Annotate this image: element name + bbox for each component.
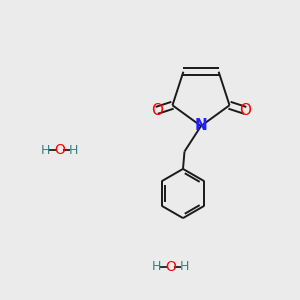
Text: O: O <box>165 260 176 274</box>
Text: H: H <box>40 143 50 157</box>
Text: H: H <box>180 260 190 274</box>
Text: O: O <box>239 103 251 118</box>
Text: O: O <box>151 103 163 118</box>
Text: O: O <box>54 143 65 157</box>
Text: H: H <box>151 260 161 274</box>
Text: H: H <box>69 143 79 157</box>
Text: N: N <box>195 118 207 134</box>
